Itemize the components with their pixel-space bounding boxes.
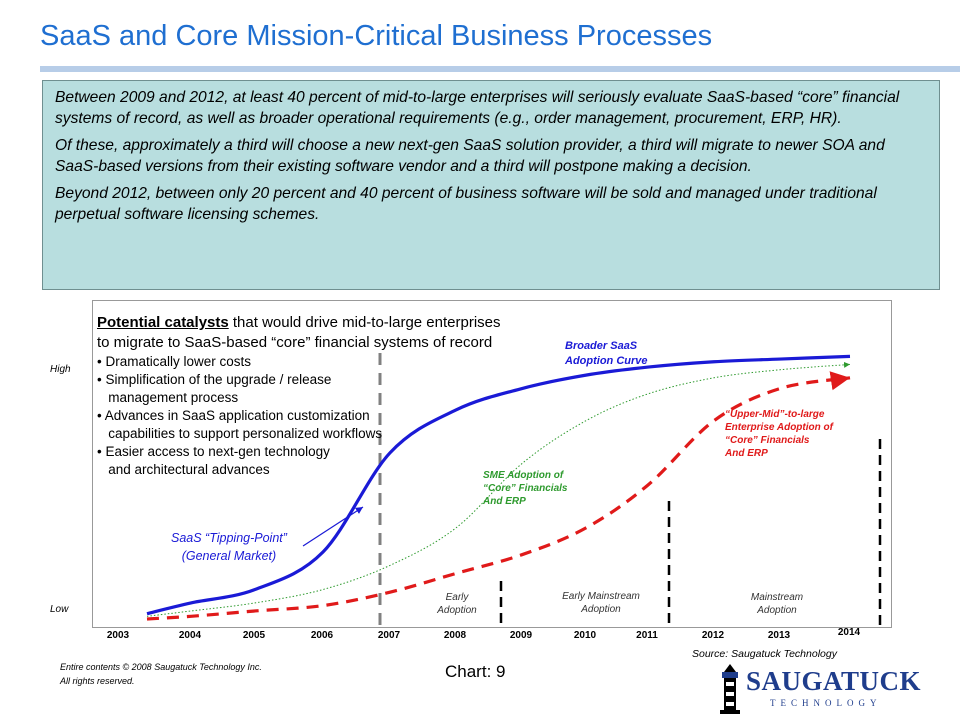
logo-wordmark: SAUGATUCK (746, 666, 922, 696)
sme-label-line: And ERP (483, 496, 526, 507)
catalysts-heading-rest: that would drive mid-to-large enterprise… (97, 314, 501, 351)
logo-subtitle: TECHNOLOGY (770, 698, 882, 708)
catalysts-block: Potential catalysts that would drive mid… (97, 313, 517, 479)
catalyst-item: capabilities to support personalized wor… (97, 426, 383, 441)
y-axis-low-label: Low (50, 604, 69, 615)
x-tick-label: 2009 (509, 630, 533, 641)
broader-label-line: Adoption Curve (565, 355, 648, 367)
phase-label: Early (446, 592, 470, 603)
x-tick-label: 2010 (573, 630, 597, 641)
tipping-point-arrow (302, 506, 364, 547)
x-tick-label: 2005 (242, 630, 266, 641)
x-axis-labels: 2003 2004 2005 2006 2007 2008 2009 2010 2011 2012… (0, 627, 960, 646)
copyright-note: Entire contents © 2008 Saugatuck Technol… (60, 660, 262, 688)
adoption-chart: Early Adoption Early Mainstream Adoption Mai… (92, 300, 892, 628)
chart-number: Chart: 9 (445, 662, 506, 681)
saugatuck-logo: SAUGATUCK TECHNOLOGY (718, 660, 921, 715)
x-tick-label: 2007 (377, 630, 401, 641)
source-note: Source: Saugatuck Technology (692, 648, 837, 660)
phase-label: Early Mainstream (562, 591, 640, 602)
x-tick-label: 2011 (636, 630, 658, 641)
x-tick-label: 2004 (178, 630, 202, 641)
summary-paragraph-3: Beyond 2012, between only 20 percent and… (55, 185, 877, 223)
phase-label: Adoption (756, 605, 797, 616)
catalysts-heading-underlined: Potential catalysts (97, 314, 229, 331)
title-underline (40, 66, 960, 72)
phase-label: Adoption (580, 604, 621, 615)
catalyst-item: and architectural advances (97, 462, 270, 477)
x-tick-label: 2006 (310, 630, 334, 641)
upper-mid-adoption-curve (146, 371, 851, 621)
catalyst-item: • Simplification of the upgrade / releas… (97, 372, 332, 387)
sme-curve-label: SME Adoption of “Core” Financials And ER… (483, 469, 567, 508)
tipping-point-line: SaaS “Tipping-Point” (171, 531, 287, 545)
phase-label: Adoption (436, 605, 477, 616)
catalyst-item: • Easier access to next-gen technology (97, 444, 330, 459)
x-tick-label: 2013 (767, 630, 791, 641)
summary-paragraph-2: Of these, approximately a third will cho… (55, 137, 885, 175)
upper-mid-curve-label: “Upper-Mid”-to-large Enterprise Adoption… (725, 408, 833, 460)
sme-adoption-curve (146, 361, 851, 617)
tipping-point-label: SaaS “Tipping-Point” (General Market) (171, 529, 287, 565)
copyright-line: All rights reserved. (60, 676, 135, 686)
x-tick-label: 2008 (443, 630, 467, 641)
upper-mid-label-line: And ERP (725, 448, 768, 459)
summary-box: Between 2009 and 2012, at least 40 perce… (42, 80, 940, 290)
sme-label-line: SME Adoption of (483, 470, 564, 481)
x-tick-label: 2003 (106, 630, 130, 641)
catalyst-item: • Advances in SaaS application customiza… (97, 408, 370, 423)
broader-curve-label: Broader SaaS Adoption Curve (565, 339, 648, 369)
catalyst-item: management process (97, 390, 239, 405)
y-axis-high-label: High (50, 364, 71, 375)
broader-saas-curve (146, 354, 851, 616)
copyright-line: Entire contents © 2008 Saugatuck Technol… (60, 662, 262, 672)
upper-mid-label-line: “Upper-Mid”-to-large (725, 409, 825, 420)
tipping-point-line: (General Market) (181, 549, 277, 563)
summary-paragraph-1: Between 2009 and 2012, at least 40 perce… (55, 89, 900, 127)
catalyst-item: • Dramatically lower costs (97, 354, 252, 369)
phase-label: Mainstream (751, 592, 803, 603)
sme-label-line: “Core” Financials (483, 483, 568, 494)
adoption-chart-svg: Early Adoption Early Mainstream Adoption Mai… (146, 353, 882, 625)
slide-title: SaaS and Core Mission-Critical Business … (40, 20, 713, 52)
x-tick-label: 2012 (701, 630, 725, 641)
lighthouse-icon (720, 664, 740, 714)
broader-label-line: Broader SaaS (565, 340, 638, 352)
upper-mid-label-line: “Core” Financials (725, 435, 810, 446)
x-tick-label: 2014 (837, 627, 861, 638)
upper-mid-label-line: Enterprise Adoption of (725, 422, 833, 433)
